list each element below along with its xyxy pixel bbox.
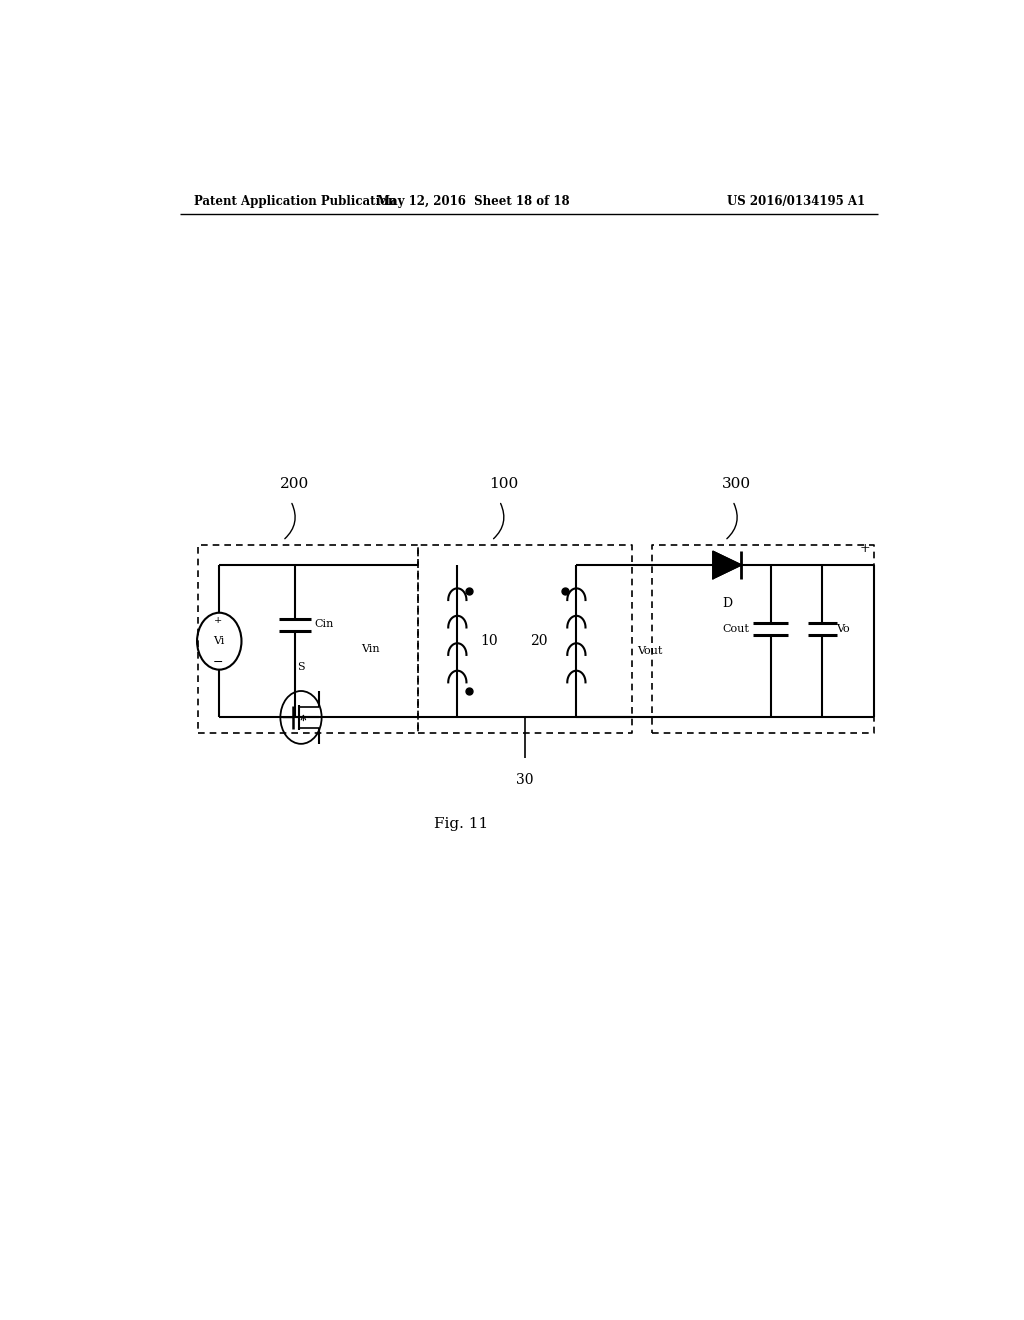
Text: Cout: Cout bbox=[723, 624, 750, 634]
Text: Vin: Vin bbox=[360, 644, 379, 655]
Text: S: S bbox=[297, 661, 305, 672]
Text: Vo: Vo bbox=[836, 624, 850, 634]
Text: Patent Application Publication: Patent Application Publication bbox=[194, 194, 396, 207]
Text: 100: 100 bbox=[488, 477, 518, 491]
Text: 20: 20 bbox=[530, 634, 548, 648]
Text: Cin: Cin bbox=[314, 619, 334, 628]
Text: Fig. 11: Fig. 11 bbox=[434, 817, 488, 832]
Text: +: + bbox=[214, 616, 222, 626]
Text: −: − bbox=[212, 656, 223, 669]
Text: 200: 200 bbox=[280, 477, 309, 491]
Text: D: D bbox=[722, 597, 732, 610]
Text: May 12, 2016  Sheet 18 of 18: May 12, 2016 Sheet 18 of 18 bbox=[377, 194, 569, 207]
Text: 10: 10 bbox=[480, 634, 499, 648]
Text: Vout: Vout bbox=[638, 647, 663, 656]
Text: Vi: Vi bbox=[214, 636, 225, 647]
Text: 30: 30 bbox=[516, 774, 534, 787]
Polygon shape bbox=[713, 552, 741, 578]
Text: US 2016/0134195 A1: US 2016/0134195 A1 bbox=[727, 194, 865, 207]
Text: +: + bbox=[859, 543, 869, 556]
Text: 300: 300 bbox=[722, 477, 752, 491]
